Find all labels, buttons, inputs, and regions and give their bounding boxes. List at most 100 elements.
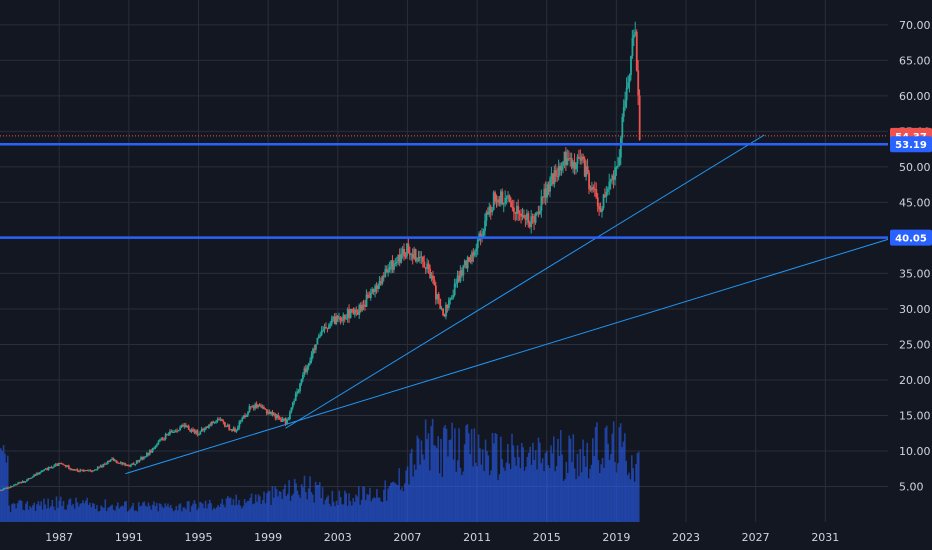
volume-bar [48,508,51,522]
volume-bar [314,481,317,522]
volume-bar [356,496,359,522]
candle-body [341,320,343,322]
level-price-badge-bg [890,229,932,246]
candle-body [339,317,342,321]
candle-body [411,254,414,259]
candle-body [508,195,511,201]
volume-bar [466,424,469,522]
candle-body [437,294,440,300]
candle-body [627,82,630,88]
candle-body [27,478,30,480]
volume-bar [97,511,100,522]
candle-body [154,445,157,448]
candle-body [182,425,184,427]
candle-body [469,261,472,263]
volume-bar [235,494,238,522]
candle-body [580,156,583,161]
candle-body [400,253,403,263]
volume-bar [440,438,442,522]
volume-bar [395,484,398,522]
volume-bar [511,433,513,522]
candle-body [34,474,37,476]
candle-body [176,430,179,432]
volume-bar [204,500,207,522]
candle-body [523,215,525,219]
volume-bar [137,502,140,522]
volume-bar [370,501,373,522]
volume-bar [208,499,211,522]
candle-body [239,420,242,422]
volume-bar [261,499,264,522]
volume-bar [178,504,180,522]
candle-body [33,474,36,477]
candle-body [602,194,605,209]
candle-body [476,239,479,249]
candle-body [543,188,546,197]
volume-bar [325,497,328,522]
candle-body [150,450,153,453]
volume-bar [192,503,194,522]
candle-body [1,489,4,491]
volume-bar [303,475,306,522]
volume-bar [20,500,23,522]
volume-bar [27,509,30,522]
volume-bar [147,502,150,522]
candle-body [284,418,287,424]
volume-bar [182,507,185,522]
volume-bar [133,510,136,522]
volume-bar [416,435,419,522]
candle-body [184,424,187,427]
candle-body [63,464,66,466]
candle-body [232,428,235,432]
volume-bar [310,492,313,522]
candle-body [39,471,41,474]
volume-bar [32,505,34,522]
candle-body [119,462,122,464]
trendline[interactable] [285,134,765,429]
volume-bar [195,503,197,522]
volume-bar [0,448,2,522]
candle-body [199,431,202,435]
volume-bar [275,488,278,522]
volume-bar [51,499,54,522]
candle-body [528,222,531,228]
volume-bar [481,449,484,522]
volume-bar [217,504,219,522]
volume-bar [174,510,176,522]
volume-bar [444,425,446,522]
volume-bar [565,461,568,522]
candle-body [254,403,257,409]
candlestick-series [0,21,641,492]
candle-body [218,419,221,421]
volume-bar [320,498,322,522]
volume-bar [26,501,29,522]
volume-bar [381,501,384,522]
candle-body [527,213,530,223]
candle-body [122,463,125,465]
candle-body [313,348,316,350]
volume-bar [232,499,235,522]
volume-bar [33,502,36,522]
candle-body [46,468,49,471]
volume-bar [408,484,410,522]
volume-bar [323,504,325,522]
volume-bar [247,500,250,522]
candle-body [510,200,512,208]
y-tick-label: 25.00 [899,338,931,351]
candle-body [101,465,103,467]
volume-bar [637,451,640,522]
volume-bar [491,432,494,522]
volume-bar [635,463,637,522]
candle-body [521,215,524,217]
volume-bar [200,502,203,522]
candle-body [408,253,411,256]
trendline[interactable] [125,238,889,475]
candle-body [593,189,596,191]
candle-body [335,315,338,325]
candle-body [547,184,550,192]
candle-body [513,207,515,213]
candle-body [219,419,222,421]
candle-body [60,463,63,465]
